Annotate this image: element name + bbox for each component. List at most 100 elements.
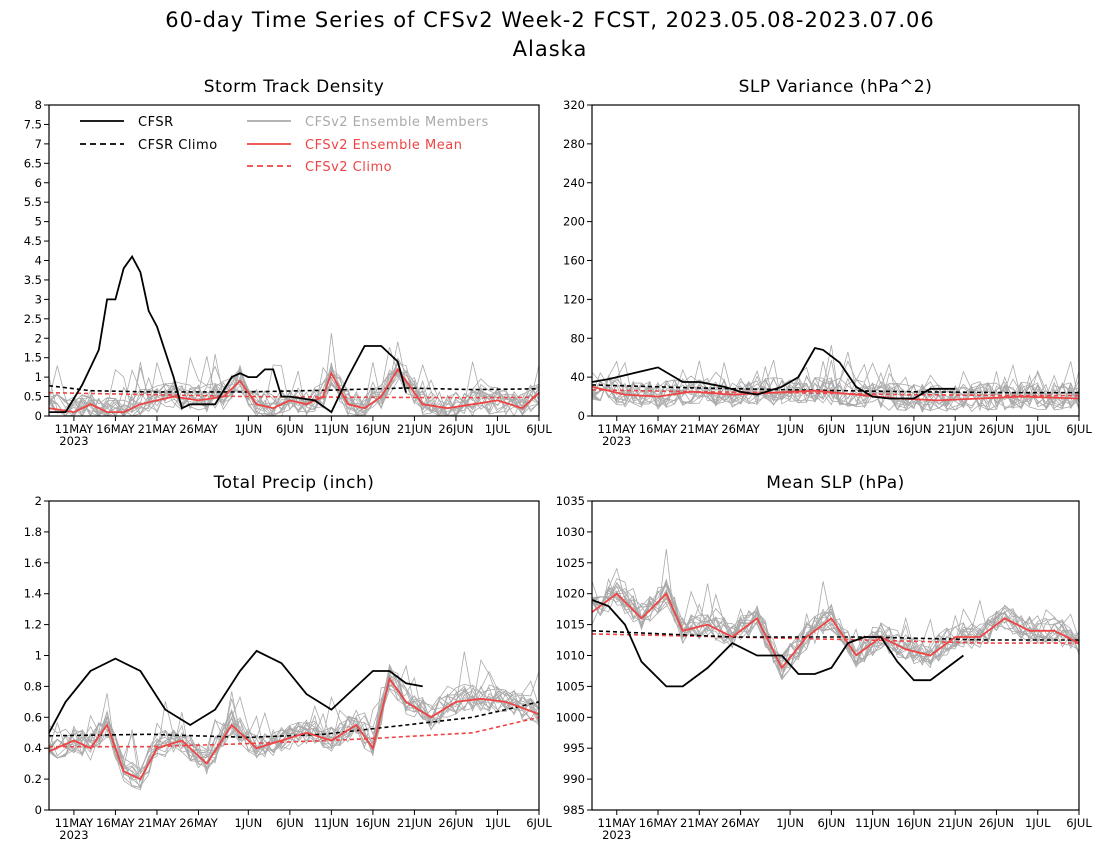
y-tick-label: 3.5 xyxy=(24,273,42,287)
series-cfsr-climo xyxy=(48,384,540,393)
x-tick-label: 26MAY xyxy=(721,816,761,830)
x-tick-label: 11JUN xyxy=(855,422,890,436)
series-cfsr xyxy=(49,254,407,414)
y-tick-label: 0.6 xyxy=(24,710,42,724)
x-tick-label: 11JUN xyxy=(855,816,890,830)
y-tick-label: 3 xyxy=(35,292,42,306)
x-year-label: 2023 xyxy=(59,828,88,842)
x-tick-label: 6JUN xyxy=(276,422,304,436)
legend-label: CFSR Climo xyxy=(138,138,218,153)
y-tick-label: 1035 xyxy=(556,494,585,508)
ensemble-members xyxy=(48,651,540,791)
x-tick-label: 1JUN xyxy=(234,422,262,436)
x-tick-label: 11MAY xyxy=(55,422,95,436)
x-tick-label: 1JUN xyxy=(776,422,804,436)
y-tick-label: 7 xyxy=(35,137,42,151)
y-tick-label: 0.4 xyxy=(24,741,42,755)
x-tick-label: 26MAY xyxy=(179,422,219,436)
x-tick-label: 26JUN xyxy=(438,422,473,436)
x-tick-label: 21JUN xyxy=(938,422,973,436)
panel-2: SLP Variance (hPa^2) 0 40 80 120 160 200 240 280… xyxy=(563,77,1092,448)
plot-frame xyxy=(591,104,1080,417)
y-tick-label: 1030 xyxy=(556,525,585,539)
series-cfsv2-ensemble-mean xyxy=(591,592,1080,670)
x-tick-label: 16MAY xyxy=(639,816,679,830)
y-tick-label: 120 xyxy=(563,292,585,306)
x-tick-label: 21JUN xyxy=(397,422,432,436)
y-tick-label: 8 xyxy=(35,98,42,112)
legend-label: CFSv2 Ensemble Mean xyxy=(305,138,462,153)
panel-3: Total Precip (inch) 0 0.2 0.4 0.6 0.8 1 1.2 1.4 1… xyxy=(24,473,553,842)
x-tick-label: 21MAY xyxy=(138,816,178,830)
y-tick-label: 0 xyxy=(35,409,42,423)
x-tick-label: 1JUL xyxy=(485,422,511,436)
x-tick-label: 6JUN xyxy=(818,422,846,436)
y-tick-label: 0.5 xyxy=(24,390,42,404)
x-tick-label: 11JUN xyxy=(314,422,349,436)
x-tick-label: 21JUN xyxy=(938,816,973,830)
y-tick-label: 1005 xyxy=(556,679,585,693)
ensemble-member-line xyxy=(48,369,540,417)
ensemble-members xyxy=(591,548,1080,681)
ensemble-member-line xyxy=(591,361,1080,412)
legend: CFSR CFSR Climo CFSv2 Ensemble Members CFSv… xyxy=(80,115,489,175)
plot-frame xyxy=(48,104,540,417)
x-tick-label: 1JUL xyxy=(485,816,511,830)
x-tick-label: 16MAY xyxy=(639,422,679,436)
ensemble-member-line xyxy=(48,354,540,417)
x-year-label: 2023 xyxy=(602,434,631,448)
ensemble-member-line xyxy=(48,362,540,418)
series-cfsr xyxy=(591,346,956,400)
panel-1: Storm Track Density 0 0.5 1 1.5 2 2.5 3 3.5 4 4.5 5… xyxy=(24,77,553,448)
y-tick-label: 160 xyxy=(563,254,585,268)
y-tick-label: 1000 xyxy=(556,710,585,724)
ensemble-member-line xyxy=(591,363,1080,412)
series-cfsr-climo xyxy=(48,701,540,739)
y-tick-label: 240 xyxy=(563,176,585,190)
series-cfsr xyxy=(48,649,423,734)
x-year-label: 2023 xyxy=(602,828,631,842)
y-tick-label: 0.2 xyxy=(24,772,42,786)
x-tick-label: 21JUN xyxy=(397,816,432,830)
x-tick-label: 6JUL xyxy=(526,816,552,830)
legend-label: CFSv2 Ensemble Members xyxy=(305,115,489,130)
panels: Storm Track Density 0 0.5 1 1.5 2 2.5 3 3.5 4 4.5 5… xyxy=(24,77,1093,842)
x-tick-label: 21MAY xyxy=(680,816,720,830)
y-tick-label: 0 xyxy=(578,409,585,423)
series-cfsv2-climo xyxy=(591,633,1079,644)
x-tick-label: 21MAY xyxy=(138,422,178,436)
y-tick-label: 1015 xyxy=(556,618,585,632)
x-tick-label: 6JUL xyxy=(526,422,552,436)
y-tick-label: 1025 xyxy=(556,556,585,570)
ensemble-member-line xyxy=(48,347,540,417)
series-cfsr-climo xyxy=(591,384,1079,394)
y-tick-label: 1.2 xyxy=(24,618,42,632)
series-cfsv2-climo xyxy=(48,391,540,399)
panel-title: Mean SLP (hPa) xyxy=(766,473,905,493)
series-cfsv2-ensemble-mean xyxy=(48,676,540,781)
x-tick-label: 6JUN xyxy=(818,816,846,830)
x-tick-label: 11MAY xyxy=(597,422,637,436)
x-tick-label: 11JUN xyxy=(314,816,349,830)
ensemble-members xyxy=(48,333,540,418)
x-tick-label: 6JUL xyxy=(1066,816,1092,830)
y-tick-label: 2.5 xyxy=(24,312,42,326)
x-tick-label: 26JUN xyxy=(979,816,1014,830)
y-tick-label: 1.6 xyxy=(24,556,42,570)
x-tick-label: 11MAY xyxy=(55,816,95,830)
panel-title: Total Precip (inch) xyxy=(213,473,375,493)
series-cfsr xyxy=(591,599,964,688)
x-tick-label: 16JUN xyxy=(355,422,390,436)
x-tick-label: 16JUN xyxy=(355,816,390,830)
ensemble-member-line xyxy=(591,371,1080,410)
y-tick-label: 0.8 xyxy=(24,679,42,693)
x-tick-label: 16MAY xyxy=(96,816,136,830)
y-tick-label: 40 xyxy=(570,370,585,384)
ensemble-member-line xyxy=(48,658,540,779)
y-tick-label: 6 xyxy=(35,176,42,190)
y-tick-label: 2 xyxy=(35,331,42,345)
x-tick-label: 26MAY xyxy=(721,422,761,436)
panel-title: Storm Track Density xyxy=(204,77,385,97)
x-tick-label: 26JUN xyxy=(438,816,473,830)
